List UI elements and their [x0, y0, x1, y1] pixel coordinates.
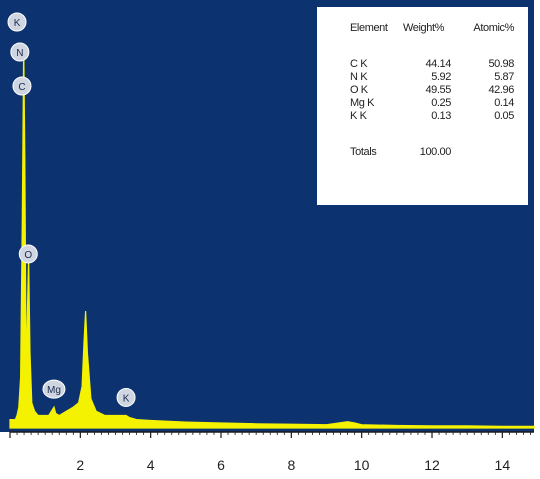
element-cell: N K [350, 71, 368, 83]
peak-label: O [18, 244, 38, 264]
header-weight: Weight% [402, 22, 444, 34]
x-tick-label: 2 [76, 457, 84, 473]
header-atomic: Atomic% [473, 22, 514, 34]
x-tick-label: 12 [424, 457, 440, 473]
atomic-cell: 0.05 [494, 110, 514, 122]
weight-cell: 0.13 [431, 110, 451, 122]
x-tick-label: 6 [217, 457, 225, 473]
composition-table: Element Weight% Atomic% C K 44.14 50.98 … [317, 7, 528, 205]
weight-cell: 44.14 [425, 58, 451, 70]
spectrum-series [9, 43, 535, 429]
peak-label-text: C [18, 82, 25, 93]
element-cell: Mg K [350, 97, 375, 109]
peak-label: K [7, 12, 27, 32]
peak-labels-layer: K N C O Mg K [7, 12, 136, 407]
x-tick-label: 14 [495, 457, 511, 473]
header-element: Element [350, 22, 388, 34]
peak-label: N [10, 42, 30, 62]
table-totals-row: Totals 100.00 [317, 146, 528, 159]
table-row: N K 5.92 5.87 [317, 71, 528, 84]
peak-label-text: Mg [47, 385, 61, 396]
atomic-cell: 5.87 [494, 71, 514, 83]
peak-label-text: K [14, 18, 21, 29]
x-tick-label: 10 [354, 457, 370, 473]
table-row: O K 49.55 42.96 [317, 84, 528, 97]
table-header-row: Element Weight% Atomic% [317, 22, 528, 35]
totals-label: Totals [350, 146, 377, 158]
element-cell: K K [350, 110, 367, 122]
peak-label-text: K [123, 393, 130, 404]
table-row: Mg K 0.25 0.14 [317, 97, 528, 110]
x-axis-ticks: 2 4 6 8 10 12 14 [9, 432, 531, 473]
peak-label-text: O [24, 250, 32, 261]
spectrum-layer [9, 43, 535, 429]
weight-cell: 49.55 [425, 84, 451, 96]
x-tick-label: 4 [147, 457, 155, 473]
totals-value: 100.00 [419, 146, 452, 158]
peak-label: C [12, 76, 32, 96]
element-cell: C K [350, 58, 368, 70]
table-row: K K 0.13 0.05 [317, 110, 528, 123]
peak-label: K [116, 387, 136, 407]
atomic-cell: 42.96 [488, 84, 514, 96]
weight-cell: 5.92 [431, 71, 451, 83]
peak-label-text: N [16, 48, 23, 59]
peak-label: Mg [42, 379, 66, 399]
table-row: C K 44.14 50.98 [317, 58, 528, 71]
atomic-cell: 50.98 [488, 58, 514, 70]
x-tick-label: 8 [287, 457, 295, 473]
weight-cell: 0.25 [431, 97, 451, 109]
element-cell: O K [350, 84, 368, 96]
atomic-cell: 0.14 [494, 97, 514, 109]
